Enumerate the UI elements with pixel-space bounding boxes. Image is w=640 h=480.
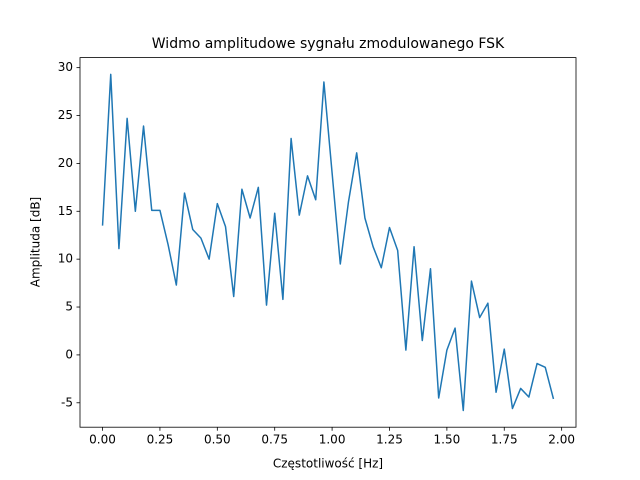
x-axis-label: Częstotliwość [Hz] <box>273 457 383 471</box>
x-tick-label: 0.25 <box>147 433 174 447</box>
y-tick-label: 25 <box>58 108 73 122</box>
x-tick-label: 1.75 <box>491 433 518 447</box>
y-tick-label: 10 <box>58 252 73 266</box>
x-tick-label: 0.75 <box>261 433 288 447</box>
y-tick-label: 5 <box>65 300 73 314</box>
chart-title: Widmo amplitudowe sygnału zmodulowanego … <box>152 36 505 52</box>
x-tick-label: 1.00 <box>319 433 346 447</box>
y-tick-label: -5 <box>61 395 73 409</box>
y-tick-label: 30 <box>58 60 73 74</box>
x-tick-label: 0.00 <box>89 433 116 447</box>
y-tick-label: 0 <box>65 347 73 361</box>
y-tick-label: 20 <box>58 156 73 170</box>
line-series <box>101 73 555 412</box>
plot-frame <box>79 57 577 428</box>
y-tick-label: 15 <box>58 204 73 218</box>
x-tick-label: 2.00 <box>548 433 575 447</box>
x-tick-label: 1.25 <box>376 433 403 447</box>
x-tick-label: 0.50 <box>204 433 231 447</box>
x-tick-label: 1.50 <box>434 433 461 447</box>
y-axis-label: Amplituda [dB] <box>29 197 43 288</box>
